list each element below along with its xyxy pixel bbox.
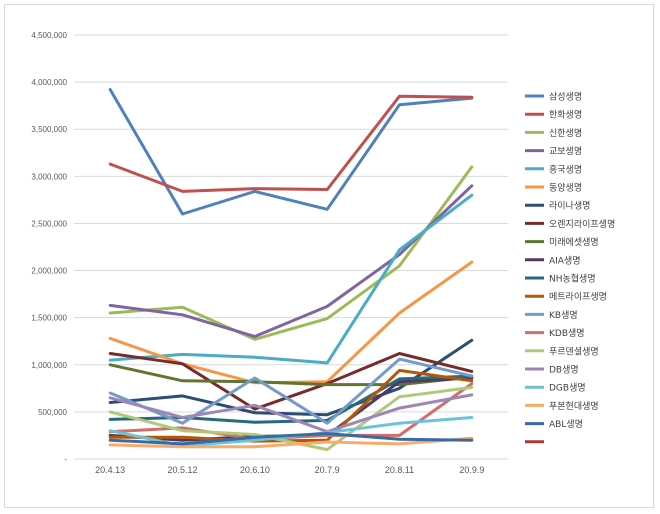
series-line-16 xyxy=(108,393,474,434)
legend-label: 라이나생명 xyxy=(549,201,590,212)
series-line-10 xyxy=(108,376,474,442)
x-tick-label: 20.9.9 xyxy=(459,465,484,475)
y-tick-label: 4,500,000 xyxy=(31,31,67,40)
legend-label: DB생명 xyxy=(549,365,579,376)
chart-frame xyxy=(4,4,654,508)
legend-label: 흥국생명 xyxy=(549,163,582,175)
legend-label: DGB생명 xyxy=(549,383,586,394)
series-line-1 xyxy=(108,88,474,216)
series-line-4 xyxy=(108,184,474,338)
y-tick-label: 2,000,000 xyxy=(31,267,67,276)
x-axis-ticks: 20.4.13 20.5.12 20.6.10 20.7.9 20.8.11 20.9.9 xyxy=(95,465,484,475)
legend-label: KB생명 xyxy=(549,310,578,321)
legend-label: 미래에셋생명 xyxy=(549,237,599,248)
x-tick-label: 20.8.11 xyxy=(385,465,414,475)
series-line-13 xyxy=(108,357,474,425)
x-tick-label: 20.5.12 xyxy=(167,465,197,475)
series-line-2 xyxy=(108,94,474,193)
legend-label: 동양생명 xyxy=(549,183,582,194)
series-line-5 xyxy=(108,193,474,365)
series-line-19 xyxy=(108,432,474,446)
y-tick-label: 3,000,000 xyxy=(31,172,67,181)
series-line-8 xyxy=(108,352,474,411)
legend-label: 메트라이프생명 xyxy=(549,292,607,303)
x-tick-label: 20.6.10 xyxy=(240,465,270,475)
legend-label: 한화생명 xyxy=(549,110,582,121)
legend: 삼성생명한화생명신한생명교보생명흥국생명동양생명라이나생명오렌지라이프생명미래에… xyxy=(525,92,615,444)
legend-label: 오렌지라이프생명 xyxy=(549,219,615,230)
y-tick-label: 1,500,000 xyxy=(31,314,67,323)
legend-label: 푸본현대생명 xyxy=(549,401,599,412)
series-line-3 xyxy=(108,165,474,341)
legend-label: ABL생명 xyxy=(549,419,583,430)
legend-label: 신한생명 xyxy=(549,128,582,139)
y-tick-label: - xyxy=(64,455,67,464)
x-tick-label: 20.7.9 xyxy=(315,465,340,475)
legend-label: AIA생명 xyxy=(549,255,581,266)
y-axis-ticks: - 500,000 1,000,000 1,500,000 2,000,000 2,500… xyxy=(31,31,67,464)
legend-label: KDB생명 xyxy=(549,328,585,339)
y-tick-label: 500,000 xyxy=(38,408,67,417)
legend-label: 교보생명 xyxy=(549,146,582,157)
y-tick-label: 2,500,000 xyxy=(31,219,67,228)
legend-label: 삼성생명 xyxy=(549,92,582,103)
series-line-9 xyxy=(108,363,474,387)
legend-label: NH농협생명 xyxy=(549,273,596,285)
x-tick-label: 20.4.13 xyxy=(95,465,125,475)
legend-label: 푸르덴셜생명 xyxy=(549,346,599,357)
series-line-18 xyxy=(108,436,474,449)
y-tick-label: 3,500,000 xyxy=(31,125,67,134)
y-tick-label: 4,000,000 xyxy=(31,78,67,87)
series-line-15 xyxy=(108,385,474,452)
series-lines xyxy=(108,88,474,452)
y-tick-label: 1,000,000 xyxy=(31,361,67,370)
